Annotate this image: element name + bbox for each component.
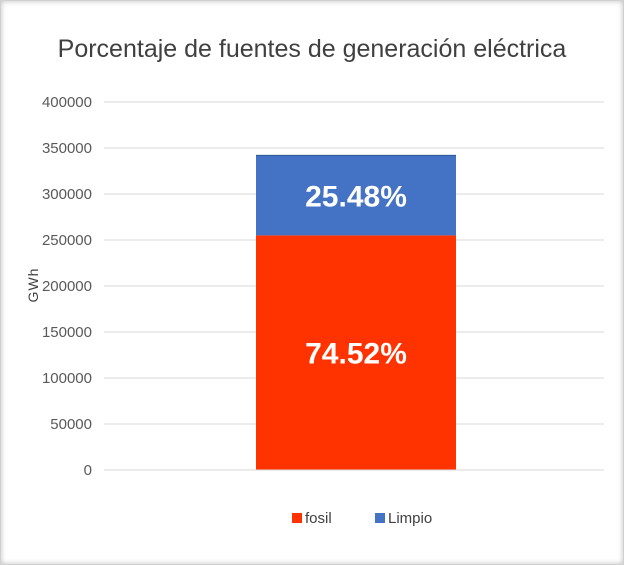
bars: 74.52% 25.48% <box>104 154 604 471</box>
bar-segment-limpio <box>256 155 456 236</box>
legend-swatch-limpio <box>375 513 385 523</box>
legend-label-fosil: fosil <box>305 510 332 527</box>
y-tick-label: 100000 <box>42 370 92 387</box>
y-tick-labels: 0 50000 100000 150000 200000 250000 300000 3500… <box>42 94 92 479</box>
legend-swatch-fosil <box>292 513 302 523</box>
legend: fosil Limpio <box>292 510 432 527</box>
y-tick-label: 400000 <box>42 94 92 111</box>
y-axis-title: GWh <box>25 268 41 303</box>
data-label-limpio: 25.48% <box>305 180 407 213</box>
y-tick-label: 150000 <box>42 324 92 341</box>
legend-label-limpio: Limpio <box>388 510 432 527</box>
y-tick-label: 0 <box>84 462 92 479</box>
y-tick-label: 300000 <box>42 186 92 203</box>
y-tick-label: 350000 <box>42 140 92 157</box>
data-label-fosil: 74.52% <box>305 338 407 371</box>
bar-segment-fosil <box>256 235 456 470</box>
y-tick-label: 200000 <box>42 278 92 295</box>
chart-title: Porcentaje de fuentes de generación eléc… <box>58 35 567 63</box>
y-tick-label: 50000 <box>50 416 92 433</box>
y-tick-label: 250000 <box>42 232 92 249</box>
